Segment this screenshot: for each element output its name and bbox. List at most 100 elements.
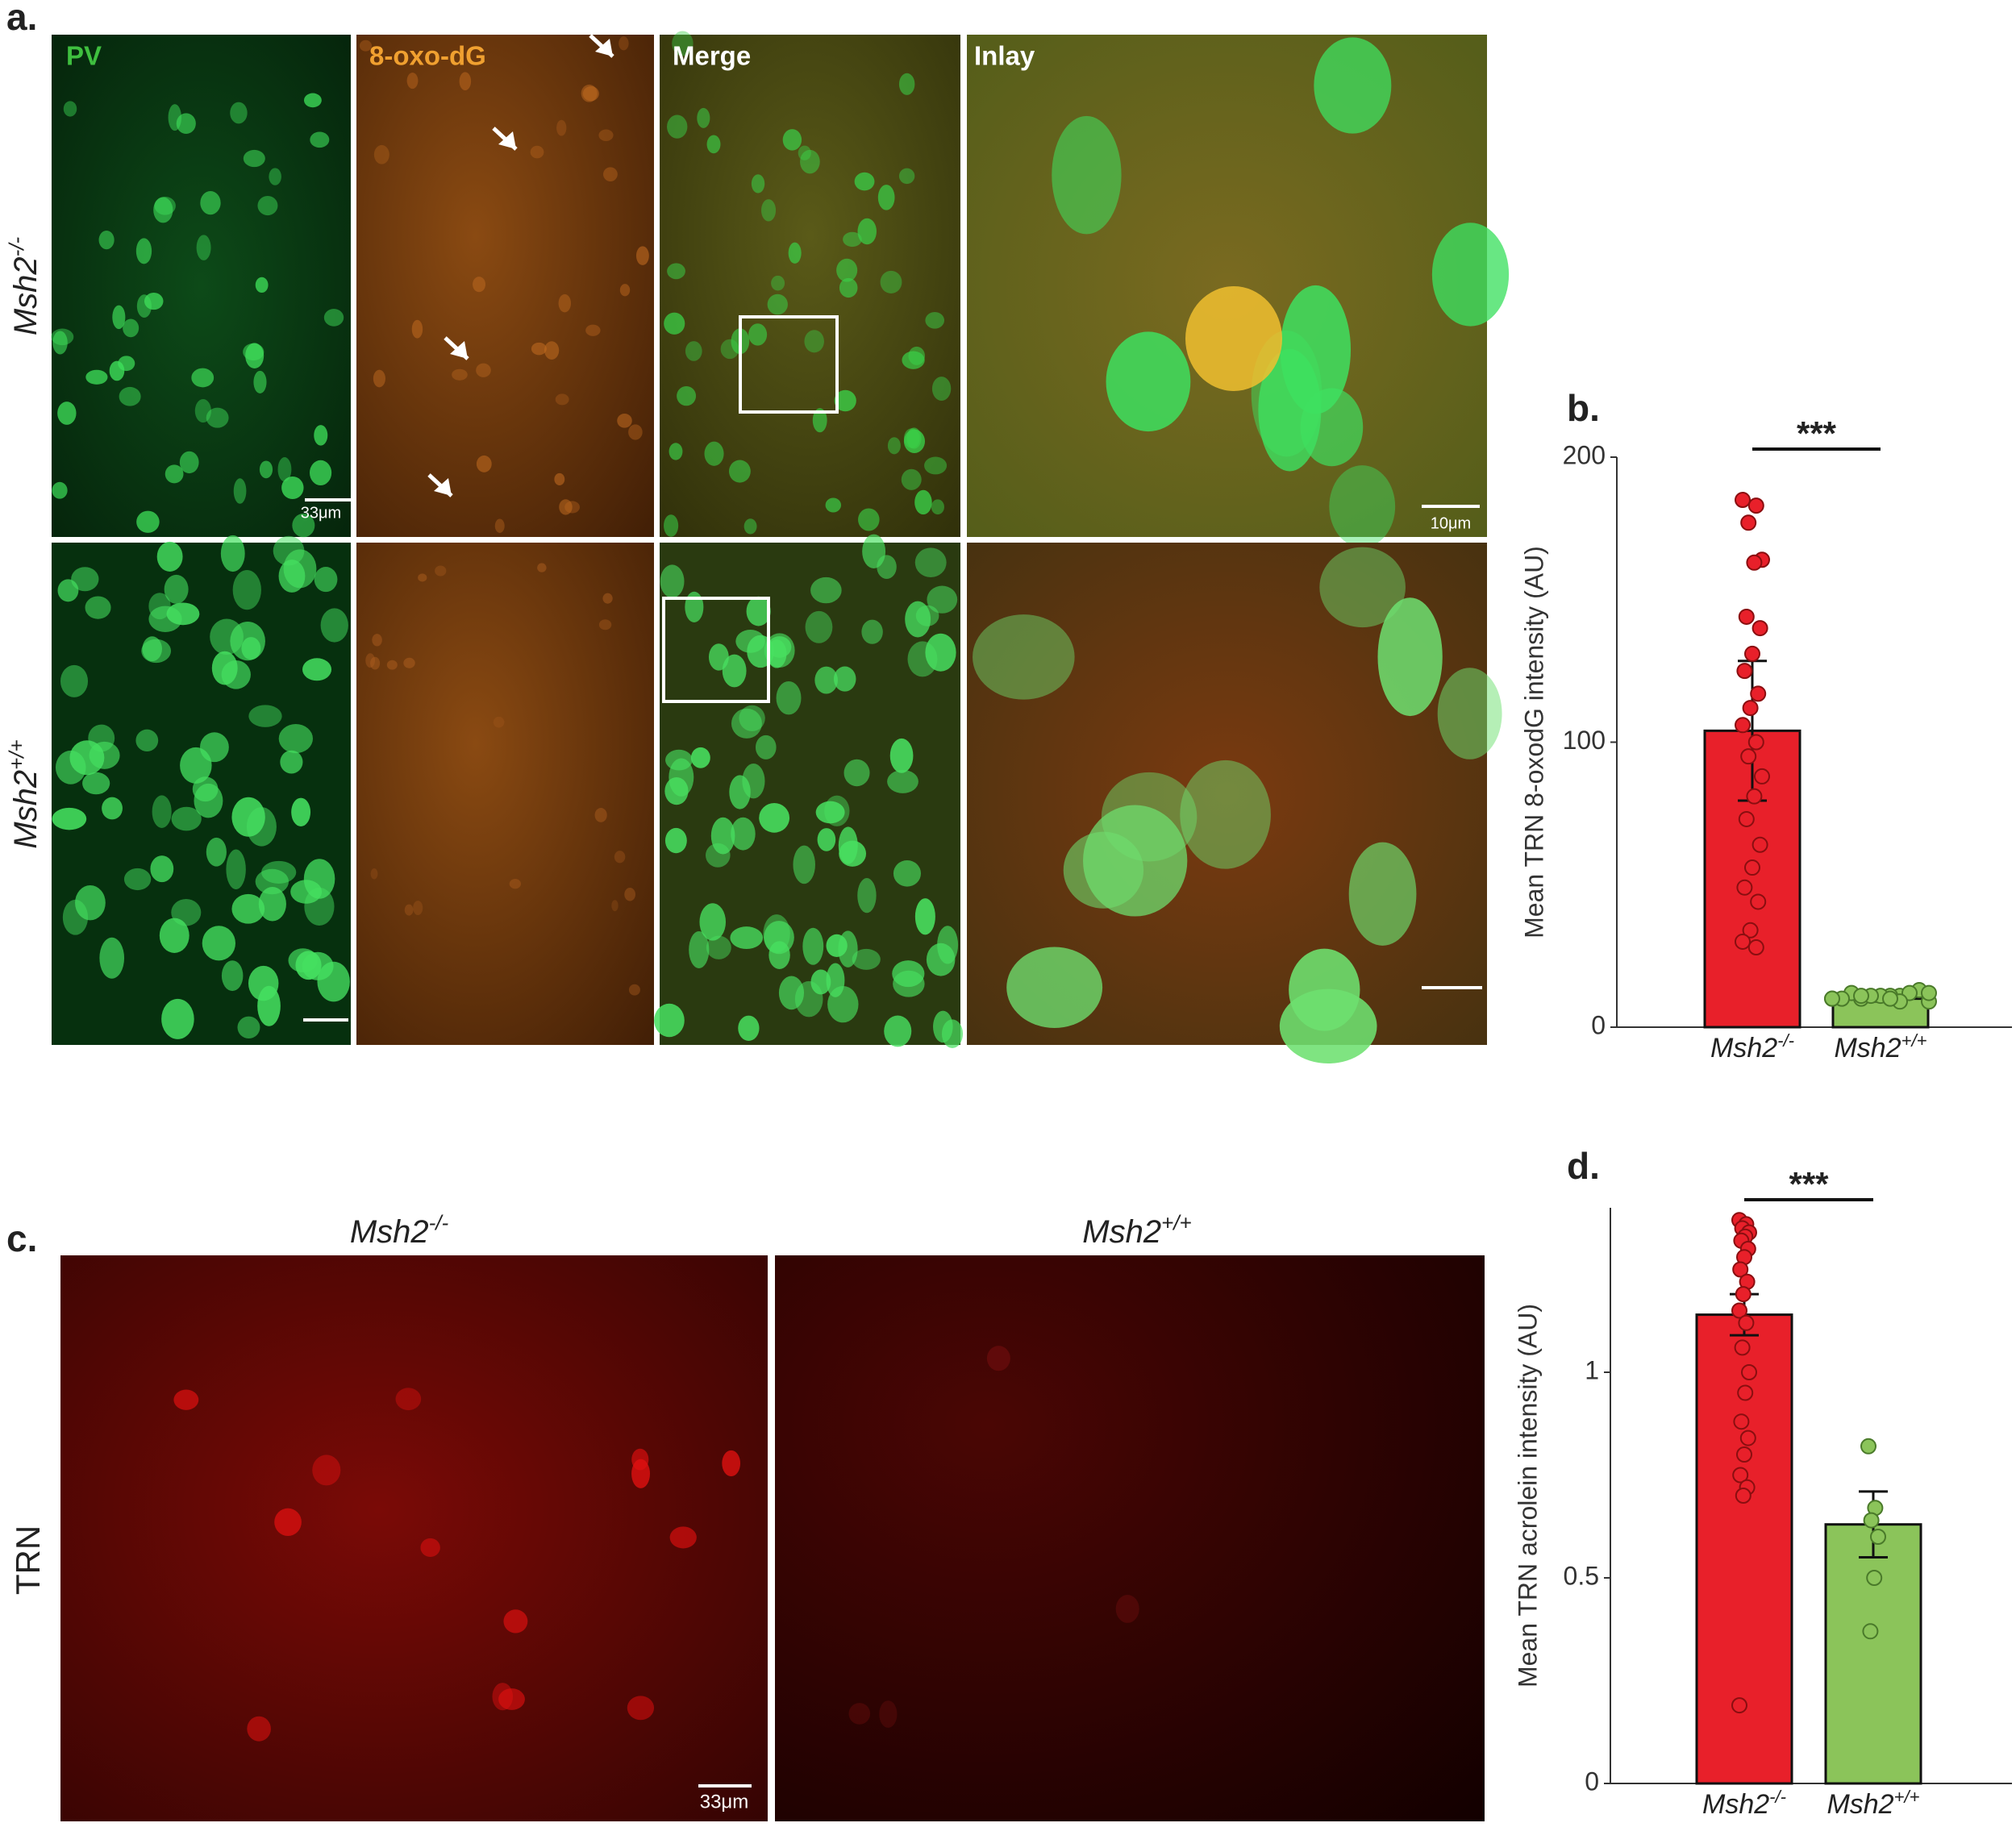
row-label: TRN [9, 1525, 47, 1595]
cell [253, 370, 267, 393]
cell [771, 275, 785, 291]
cell [585, 324, 601, 336]
cell [359, 40, 373, 52]
cell [544, 341, 560, 360]
data-point [1738, 608, 1755, 625]
data-point [1746, 554, 1763, 571]
cell [52, 481, 68, 499]
cell [926, 943, 956, 976]
cell [148, 606, 182, 633]
channel-label: Merge [673, 41, 751, 71]
y-tick-label: 100 [1563, 726, 1606, 755]
cell [152, 795, 172, 828]
cell [898, 168, 915, 185]
cell [141, 639, 172, 664]
cell [843, 759, 870, 787]
cell [135, 238, 152, 264]
cell [887, 769, 918, 793]
data-point [1741, 1364, 1757, 1380]
x-tick-label: Msh2-/- [1710, 1030, 1794, 1063]
data-point [1860, 1438, 1876, 1455]
cell [759, 802, 790, 833]
cell [603, 167, 618, 181]
y-tick-label: 0.5 [1564, 1561, 1599, 1590]
cell [257, 195, 278, 216]
cell [247, 1716, 271, 1742]
cell [259, 460, 273, 479]
cell [220, 535, 245, 572]
cell [60, 664, 89, 697]
cell [404, 904, 414, 916]
cell [370, 656, 381, 670]
cell [704, 441, 724, 466]
x-tick-label: Msh2-/- [1702, 1787, 1786, 1820]
y-axis-label: Mean TRN 8-oxodG intensity (AU) [1519, 546, 1548, 938]
scale-label: 33μm [301, 504, 341, 522]
data-point [1866, 1570, 1883, 1586]
cell [200, 190, 221, 215]
cell [310, 131, 330, 148]
cell [761, 199, 777, 222]
cell [767, 293, 788, 315]
data-point [1921, 984, 1937, 1001]
data-point [1740, 514, 1757, 531]
cell [176, 113, 196, 134]
cell [631, 1459, 651, 1488]
cell [614, 851, 626, 864]
cell [898, 73, 915, 95]
cell [619, 36, 629, 51]
y-tick-label: 0 [1591, 1010, 1606, 1039]
cell [161, 998, 194, 1039]
cell [452, 368, 468, 381]
cell [373, 369, 385, 388]
cell [559, 499, 573, 515]
cell [598, 129, 614, 141]
cell [735, 630, 765, 653]
cell [705, 843, 731, 868]
cell [706, 135, 721, 154]
column-label: Msh2-/- [350, 1210, 449, 1249]
data-point [1732, 1261, 1749, 1278]
cell [728, 460, 751, 483]
cell [782, 129, 802, 151]
cell [159, 918, 190, 953]
cell [309, 460, 332, 486]
cell [221, 960, 244, 992]
cell [925, 633, 956, 672]
cell [877, 555, 897, 580]
cell [171, 806, 202, 831]
cell [889, 738, 914, 773]
data-point [1752, 620, 1768, 637]
channel-label: 8-oxo-dG [369, 41, 486, 71]
cell [857, 218, 877, 245]
cell [746, 596, 771, 626]
significance-label: *** [1797, 414, 1837, 452]
channel-label: PV [66, 41, 102, 71]
cell [748, 323, 768, 346]
cell [730, 926, 764, 950]
cell [924, 456, 948, 475]
cell [153, 197, 173, 223]
cell [232, 570, 261, 610]
cell [503, 1609, 528, 1633]
cell [135, 729, 159, 752]
cell [887, 437, 901, 455]
column-label: Msh2+/+ [1082, 1210, 1191, 1249]
cell [973, 614, 1075, 700]
cell [258, 887, 286, 922]
cell [164, 574, 189, 604]
cell [269, 168, 281, 185]
data-point [1863, 1512, 1880, 1529]
data-point [1746, 788, 1763, 805]
cell [739, 705, 765, 731]
cell [839, 277, 858, 298]
y-axis-label: Mean TRN acrolein intensity (AU) [1513, 1304, 1542, 1688]
cell [722, 654, 747, 688]
micrograph [60, 1255, 768, 1821]
cell [99, 937, 125, 979]
cell [102, 797, 123, 820]
cell [685, 591, 704, 622]
cell [986, 1346, 1010, 1371]
cell [150, 855, 174, 883]
cell [664, 514, 679, 537]
